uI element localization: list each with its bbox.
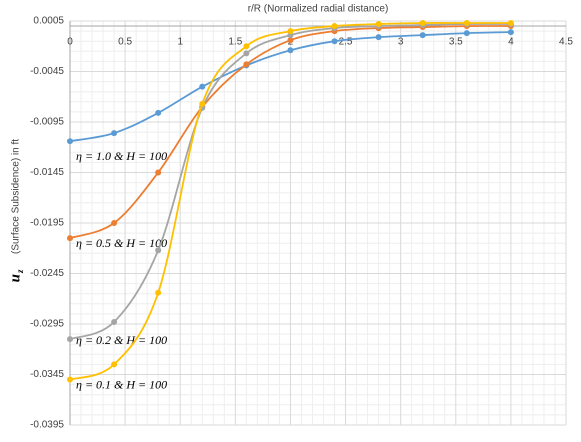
y-tick-label: -0.0245 <box>30 268 64 279</box>
data-point <box>155 247 162 254</box>
data-point <box>155 109 162 116</box>
data-point <box>331 38 338 45</box>
series-annotation: η = 0.2 & H = 100 <box>76 333 167 347</box>
y-tick-label: -0.0145 <box>30 167 64 178</box>
y-axis-symbol: u <box>7 274 23 282</box>
y-axis-subscript: z <box>15 269 25 274</box>
data-point <box>67 138 73 145</box>
data-point <box>507 29 514 36</box>
data-point <box>419 32 426 39</box>
y-axis-title: u z (Surface Subsidence) in ft <box>7 139 25 283</box>
y-tick-label: -0.0095 <box>30 117 64 128</box>
data-point <box>67 336 73 343</box>
data-point <box>243 50 250 57</box>
x-tick-label: 3 <box>398 37 404 48</box>
data-point <box>111 130 118 137</box>
y-tick-label: -0.0195 <box>30 218 64 229</box>
x-tick-label: 1 <box>177 37 183 48</box>
x-tick-label: 2.5 <box>339 37 353 48</box>
x-tick-label: 4.5 <box>559 37 573 48</box>
data-point <box>155 289 162 296</box>
series-annotation: η = 1.0 & H = 100 <box>76 149 167 163</box>
data-point <box>463 30 470 37</box>
x-tick-label: 4 <box>508 37 514 48</box>
data-point <box>287 37 294 44</box>
y-tick-label: -0.0045 <box>30 66 64 77</box>
x-tick-label: 1.5 <box>228 37 242 48</box>
x-tick-label: 3.5 <box>449 37 463 48</box>
y-tick-label: -0.0395 <box>30 420 64 431</box>
data-point <box>111 318 118 325</box>
data-point <box>287 47 294 54</box>
series-annotation: η = 0.5 & H = 100 <box>76 236 167 250</box>
y-axis-label: (Surface Subsidence) in ft <box>11 139 22 254</box>
series-line <box>69 22 511 381</box>
series-line <box>69 23 511 341</box>
y-tick-label: 0.0005 <box>33 16 64 27</box>
data-point <box>199 83 206 90</box>
series-annotation: η = 0.1 & H = 100 <box>76 377 167 391</box>
data-point <box>111 220 118 226</box>
data-point <box>243 43 250 50</box>
data-point <box>199 100 206 107</box>
data-point <box>67 235 73 242</box>
data-point <box>155 169 162 176</box>
data-point <box>375 21 382 28</box>
data-point <box>331 23 338 30</box>
data-point <box>287 28 294 35</box>
x-tick-label: 0 <box>67 37 73 48</box>
data-point <box>243 61 250 68</box>
y-tick-label: -0.0295 <box>30 319 64 330</box>
data-point <box>111 361 118 368</box>
data-point <box>375 34 382 41</box>
x-axis-title: r/R (Normalized radial distance) <box>248 4 389 15</box>
y-tick-label: -0.0345 <box>30 369 64 380</box>
data-point <box>463 20 470 27</box>
data-point <box>507 20 514 27</box>
data-point <box>419 20 426 27</box>
x-tick-label: 0.5 <box>118 37 132 48</box>
data-point <box>67 376 73 383</box>
